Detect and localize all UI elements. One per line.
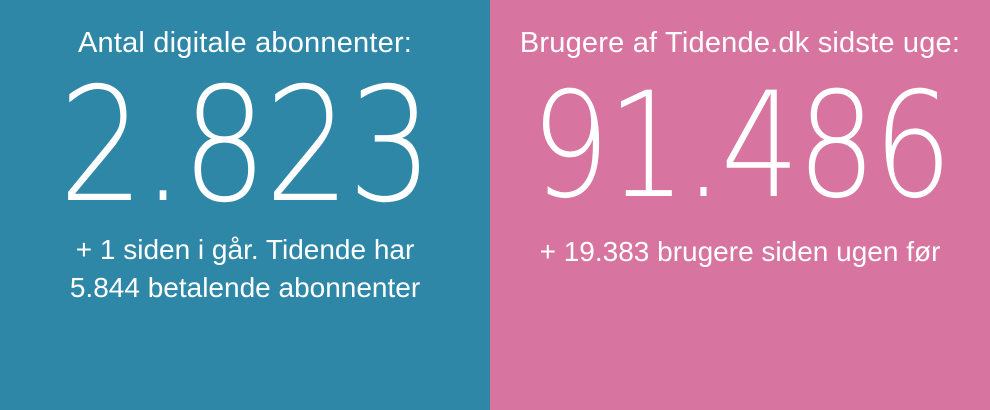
digital-subscribers-subtitle: + 1 siden i går. Tidende har 5.844 betal… — [70, 231, 420, 308]
digital-subscribers-title: Antal digitale abonnenter: — [77, 27, 413, 59]
site-users-subtitle-line1: + 19.383 brugere siden ugen før — [539, 235, 941, 267]
site-users-panel: Brugere af Tidende.dk sidste uge: 91.486… — [490, 0, 990, 410]
site-users-subtitle: + 19.383 brugere siden ugen før — [540, 233, 941, 272]
site-users-title: Brugere af Tidende.dk sidste uge: — [519, 27, 961, 59]
site-users-value: 91.486 — [530, 60, 952, 231]
digital-subscribers-panel: Antal digitale abonnenter: 2.823 + 1 sid… — [0, 0, 491, 410]
digital-subscribers-subtitle-line1: + 1 siden i går. Tidende har — [75, 233, 415, 265]
digital-subscribers-value: 2.823 — [59, 53, 433, 238]
digital-subscribers-subtitle-line2: 5.844 betalende abonnenter — [69, 272, 421, 304]
